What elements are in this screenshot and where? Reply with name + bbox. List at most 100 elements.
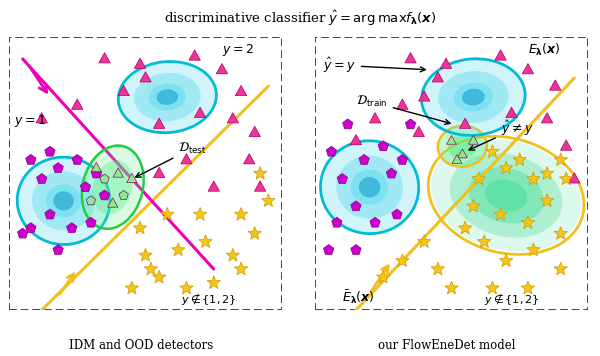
Text: $\mathcal{D}_{\mathrm{test}}$: $\mathcal{D}_{\mathrm{test}}$: [136, 141, 207, 177]
Ellipse shape: [46, 184, 81, 218]
Polygon shape: [253, 167, 267, 179]
Polygon shape: [37, 173, 47, 183]
Polygon shape: [560, 140, 572, 150]
Polygon shape: [499, 161, 513, 174]
Polygon shape: [378, 141, 388, 151]
Ellipse shape: [454, 83, 493, 112]
Text: IDM and OOD detectors: IDM and OOD detectors: [69, 339, 213, 352]
Polygon shape: [134, 58, 146, 68]
Ellipse shape: [134, 73, 200, 121]
FancyBboxPatch shape: [315, 37, 588, 310]
Polygon shape: [527, 172, 540, 185]
Ellipse shape: [351, 169, 388, 205]
Polygon shape: [17, 228, 28, 238]
Polygon shape: [248, 226, 262, 239]
Polygon shape: [227, 112, 239, 123]
FancyBboxPatch shape: [9, 37, 282, 310]
Polygon shape: [262, 194, 275, 206]
Polygon shape: [254, 181, 266, 191]
Text: $\mathcal{D}_{\mathrm{train}}$: $\mathcal{D}_{\mathrm{train}}$: [356, 94, 450, 124]
Polygon shape: [193, 208, 207, 220]
Polygon shape: [86, 217, 96, 227]
Ellipse shape: [431, 139, 581, 252]
Polygon shape: [541, 112, 553, 123]
Polygon shape: [71, 99, 83, 109]
Polygon shape: [550, 80, 561, 90]
Polygon shape: [513, 153, 527, 166]
Polygon shape: [485, 281, 499, 294]
Polygon shape: [494, 208, 508, 220]
Text: $y = 2$: $y = 2$: [222, 42, 254, 58]
Polygon shape: [370, 112, 381, 123]
Polygon shape: [234, 262, 248, 275]
Polygon shape: [127, 173, 137, 183]
Ellipse shape: [469, 167, 544, 224]
Polygon shape: [45, 209, 55, 219]
Ellipse shape: [438, 126, 487, 167]
Polygon shape: [406, 119, 416, 129]
Polygon shape: [376, 270, 390, 283]
Text: our FlowEneDet model: our FlowEneDet model: [378, 339, 516, 352]
Polygon shape: [161, 208, 174, 220]
Polygon shape: [458, 221, 472, 234]
Ellipse shape: [53, 191, 74, 210]
Ellipse shape: [462, 89, 485, 105]
Polygon shape: [100, 174, 109, 183]
Polygon shape: [472, 172, 485, 185]
Text: $y = 1$: $y = 1$: [14, 114, 46, 130]
Polygon shape: [418, 235, 431, 247]
Text: $\bar{E}_{\boldsymbol{\lambda}}(\boldsymbol{x})$: $\bar{E}_{\boldsymbol{\lambda}}(\boldsym…: [342, 288, 375, 306]
Polygon shape: [113, 168, 124, 177]
Polygon shape: [107, 198, 118, 207]
Polygon shape: [452, 155, 462, 163]
Polygon shape: [226, 248, 239, 261]
Polygon shape: [45, 146, 55, 156]
Polygon shape: [244, 153, 255, 164]
Polygon shape: [26, 155, 36, 164]
Polygon shape: [499, 254, 513, 267]
Ellipse shape: [157, 89, 178, 105]
Polygon shape: [154, 118, 165, 129]
Ellipse shape: [438, 71, 509, 123]
Ellipse shape: [336, 156, 403, 219]
Ellipse shape: [118, 62, 217, 133]
Polygon shape: [100, 190, 110, 200]
Polygon shape: [554, 226, 568, 239]
Polygon shape: [154, 167, 165, 178]
Ellipse shape: [450, 153, 562, 238]
Polygon shape: [172, 243, 185, 256]
Polygon shape: [458, 149, 467, 158]
Polygon shape: [413, 126, 424, 137]
Polygon shape: [478, 235, 491, 247]
Polygon shape: [446, 135, 457, 144]
Polygon shape: [181, 153, 192, 164]
Polygon shape: [199, 235, 212, 247]
Polygon shape: [521, 216, 535, 229]
Polygon shape: [234, 208, 248, 220]
Polygon shape: [53, 245, 64, 255]
Ellipse shape: [359, 177, 380, 198]
Polygon shape: [432, 72, 443, 82]
Polygon shape: [485, 145, 499, 157]
Polygon shape: [119, 190, 128, 199]
Polygon shape: [332, 217, 342, 227]
Ellipse shape: [82, 146, 144, 229]
Ellipse shape: [422, 59, 525, 135]
Polygon shape: [405, 53, 416, 63]
Text: $y \notin \{1,2\}$: $y \notin \{1,2\}$: [484, 291, 540, 307]
Ellipse shape: [32, 171, 95, 231]
Polygon shape: [36, 112, 47, 123]
Polygon shape: [521, 281, 535, 294]
Polygon shape: [91, 168, 101, 178]
Polygon shape: [554, 153, 568, 166]
Ellipse shape: [485, 180, 527, 211]
Text: $\hat{y} \neq y$: $\hat{y} \neq y$: [469, 119, 533, 150]
Polygon shape: [522, 63, 533, 74]
Polygon shape: [86, 196, 95, 205]
Polygon shape: [139, 248, 152, 261]
Polygon shape: [67, 223, 77, 232]
Polygon shape: [460, 118, 471, 129]
Polygon shape: [351, 245, 361, 255]
Polygon shape: [125, 281, 139, 294]
Polygon shape: [179, 281, 193, 294]
